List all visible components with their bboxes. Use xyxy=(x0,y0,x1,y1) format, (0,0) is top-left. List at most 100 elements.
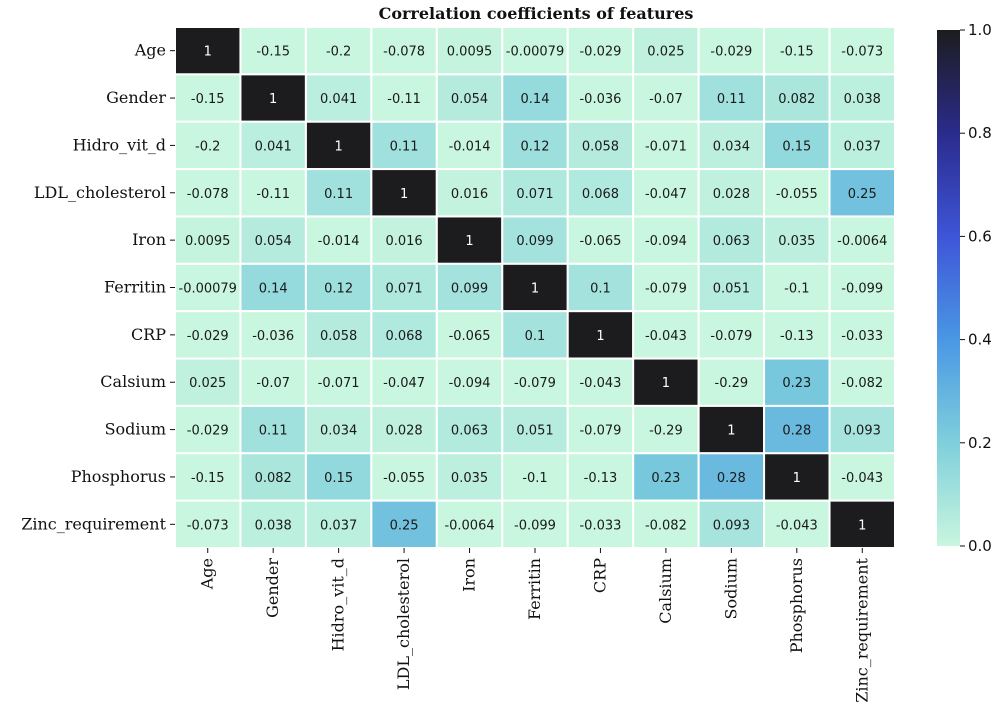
chart-title: Correlation coefficients of features xyxy=(379,4,694,23)
cell-value-label: -0.0064 xyxy=(444,518,494,533)
cell-value-label: 0.14 xyxy=(521,92,550,107)
cell-value-label: 0.037 xyxy=(844,139,881,154)
x-tick-label: Iron xyxy=(460,558,479,592)
heatmap-cell xyxy=(435,357,504,407)
heatmap-cell xyxy=(239,215,307,265)
heatmap-cell xyxy=(763,499,831,549)
colorbar-tick-label: 0.2 xyxy=(968,434,992,452)
cell-value-label: 0.25 xyxy=(848,187,877,202)
cell-value-label: -0.079 xyxy=(710,329,752,344)
cell-value-label: -0.07 xyxy=(649,92,683,107)
cell-value-label: -0.099 xyxy=(841,282,883,297)
cell-value-label: 1 xyxy=(465,234,473,249)
cell-value-label: 0.068 xyxy=(385,329,422,344)
cell-value-label: -0.15 xyxy=(191,92,225,107)
cell-value-label: -0.033 xyxy=(841,329,883,344)
cell-value-label: -0.13 xyxy=(584,471,618,486)
y-tick-label: Calsium xyxy=(100,372,166,391)
heatmap-cell xyxy=(370,357,438,407)
colorbar-tick-label: 0.4 xyxy=(968,331,992,349)
x-axis: Age Gender Hidro_vit_d LDL_cholesterol Iron F… xyxy=(198,548,871,703)
cell-value-label: 1 xyxy=(596,329,604,344)
cell-value-label: 0.093 xyxy=(713,518,750,533)
heatmap-cell xyxy=(174,120,242,171)
heatmap-cell xyxy=(435,452,504,502)
heatmap-cell xyxy=(370,215,438,265)
cell-value-label: -0.07 xyxy=(256,376,290,391)
colorbar-tick-label: 0.6 xyxy=(968,227,992,245)
cell-value-label: 0.093 xyxy=(844,424,881,439)
cell-value-label: -0.082 xyxy=(841,376,883,391)
heatmap-cell xyxy=(304,73,373,123)
heatmap-cell xyxy=(697,168,766,218)
heatmap-cell xyxy=(435,499,504,549)
y-tick-label: Hidro_vit_d xyxy=(73,135,166,154)
y-tick-label: Ferritin xyxy=(104,278,166,297)
cell-value-label: 0.1 xyxy=(525,329,546,344)
heatmap-cell xyxy=(435,120,504,171)
heatmap-cell xyxy=(435,215,504,265)
y-tick-label: Phosphorus xyxy=(71,467,166,486)
heatmap-cell xyxy=(304,310,373,360)
cell-value-label: 0.058 xyxy=(320,329,357,344)
cell-value-label: 0.099 xyxy=(516,234,553,249)
cell-value-label: -0.094 xyxy=(449,376,491,391)
heatmap-cell xyxy=(632,26,700,76)
heatmap-cell xyxy=(828,499,897,549)
cell-value-label: -0.0064 xyxy=(837,234,887,249)
cell-value-label: 0.11 xyxy=(717,92,746,107)
heatmap-cell xyxy=(566,310,635,360)
cell-value-label: -0.071 xyxy=(645,139,687,154)
heatmap-cell xyxy=(501,215,569,265)
cell-value-label: 0.15 xyxy=(324,471,353,486)
cell-value-label: 0.082 xyxy=(778,92,815,107)
heatmap-cell xyxy=(632,73,700,123)
cell-value-label: 0.028 xyxy=(385,424,422,439)
cell-value-label: 0.034 xyxy=(713,139,750,154)
cell-value-label: 0.068 xyxy=(582,187,619,202)
cell-value-label: 0.23 xyxy=(651,471,680,486)
cell-value-label: 0.071 xyxy=(385,282,422,297)
cell-value-label: 1 xyxy=(793,471,801,486)
cell-value-label: -0.055 xyxy=(383,471,425,486)
cell-value-label: -0.073 xyxy=(841,45,883,60)
heatmap-cell xyxy=(174,262,242,313)
heatmap-cell xyxy=(501,26,569,76)
heatmap-cell xyxy=(828,310,897,360)
cell-value-label: 0.071 xyxy=(516,187,553,202)
heatmap-cell xyxy=(566,404,635,455)
cell-value-label: -0.2 xyxy=(195,139,220,154)
heatmap-cell xyxy=(763,215,831,265)
cell-value-label: 0.063 xyxy=(451,424,488,439)
heatmap-cell xyxy=(828,215,897,265)
cell-value-label: 0.28 xyxy=(782,424,811,439)
y-tick-label: Iron xyxy=(132,230,166,249)
cell-value-label: 0.0095 xyxy=(447,45,493,60)
heatmap-cell xyxy=(370,262,438,313)
heatmap-cell xyxy=(697,452,766,502)
heatmap-cell xyxy=(174,404,242,455)
cell-value-label: 0.016 xyxy=(451,187,488,202)
x-tick-label: LDL_cholesterol xyxy=(394,558,413,690)
cell-value-label: -0.047 xyxy=(645,187,687,202)
cell-value-label: 0.054 xyxy=(451,92,488,107)
x-tick-label: Calsium xyxy=(656,558,675,624)
heatmap-cell xyxy=(435,73,504,123)
cell-value-label: -0.043 xyxy=(579,376,621,391)
heatmap-cell xyxy=(501,310,569,360)
cell-value-label: 0.1 xyxy=(590,282,611,297)
heatmap-cell xyxy=(828,452,897,502)
cell-value-label: 1 xyxy=(204,45,212,60)
cell-value-label: -0.029 xyxy=(710,45,752,60)
heatmap-cell xyxy=(304,168,373,218)
heatmap-cell xyxy=(828,120,897,171)
cell-value-label: -0.15 xyxy=(191,471,225,486)
cell-value-label: -0.11 xyxy=(256,187,290,202)
cell-value-label: 0.037 xyxy=(320,518,357,533)
cell-value-label: -0.2 xyxy=(326,45,351,60)
cell-value-label: 0.063 xyxy=(713,234,750,249)
cell-value-label: -0.036 xyxy=(579,92,621,107)
cell-value-label: -0.047 xyxy=(383,376,425,391)
cell-value-label: -0.079 xyxy=(514,376,556,391)
